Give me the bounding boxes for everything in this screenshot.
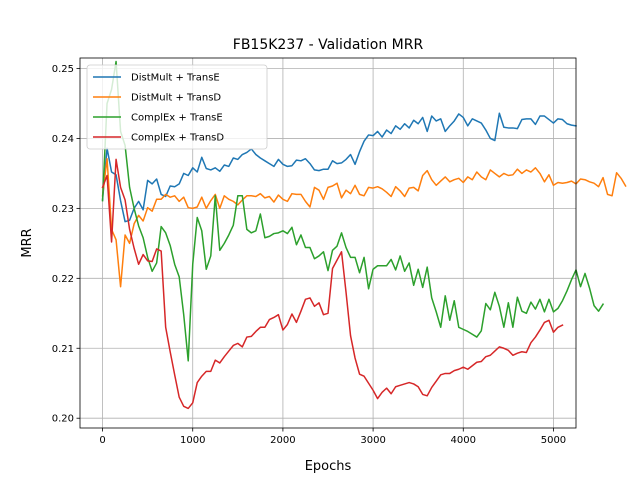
x-tick-label: 1000	[180, 435, 205, 446]
legend-label: ComplEx + TransE	[131, 113, 223, 124]
y-tick-label: 0.22	[52, 274, 74, 285]
legend-label: DistMult + TransE	[131, 73, 220, 84]
x-tick-label: 4000	[451, 435, 476, 446]
series-line-3	[101, 60, 605, 362]
chart-title: FB15K237 - Validation MRR	[233, 37, 424, 53]
series-line-4	[101, 158, 564, 410]
legend-label: ComplEx + TransD	[131, 133, 224, 144]
legend-box	[86, 64, 268, 150]
y-tick-label: 0.20	[52, 414, 74, 425]
axis-ticks: 0 1000 2000 3000 4000 5000 0.20 0.21 0.22 0.23 0.2…	[52, 64, 566, 446]
y-tick-label: 0.24	[52, 134, 74, 145]
legend: DistMult + TransE DistMult + TransD ComplE…	[86, 64, 268, 150]
y-tick-label: 0.21	[52, 344, 74, 355]
y-tick-label: 0.23	[52, 204, 74, 215]
series-lines	[101, 60, 627, 410]
y-axis-label: MRR	[20, 228, 35, 257]
x-tick-label: 5000	[541, 435, 566, 446]
x-tick-label: 3000	[360, 435, 385, 446]
y-tick-label: 0.25	[52, 64, 74, 75]
legend-label: DistMult + TransD	[131, 93, 221, 104]
x-tick-label: 0	[99, 435, 105, 446]
x-tick-label: 2000	[270, 435, 295, 446]
series-line-1	[101, 112, 577, 223]
plot-frame	[79, 57, 577, 429]
series-line-2	[101, 157, 627, 288]
x-axis-label: Epochs	[305, 459, 352, 474]
